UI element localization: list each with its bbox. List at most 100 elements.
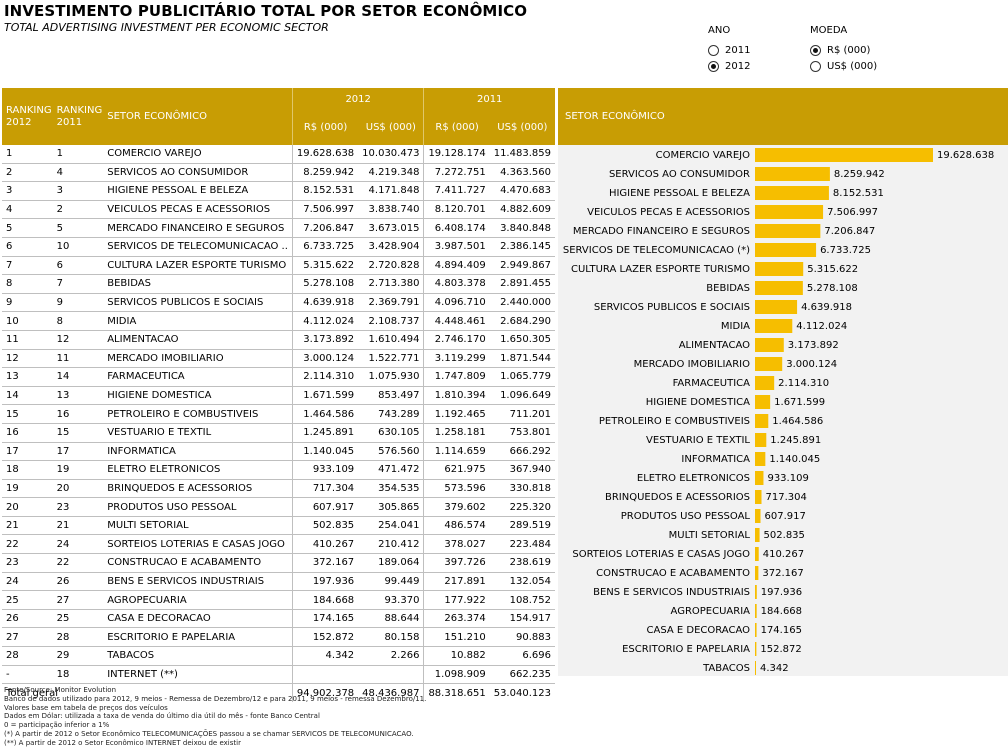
- usd-2011-cell: 223.484: [489, 534, 555, 555]
- table-row: 1 1 COMERCIO VAREJO 19.628.638 10.030.473 19.…: [2, 145, 555, 164]
- category-label: INFORMATICA: [681, 454, 750, 465]
- brl-2012-cell: 2.114.310: [291, 367, 359, 387]
- page-subtitle: TOTAL ADVERTISING INVESTMENT PER ECONOMI…: [4, 21, 329, 34]
- usd-2012-cell: 354.535: [358, 479, 424, 499]
- usd-2012-cell: 853.497: [358, 386, 424, 406]
- footnote-line: Valores base em tabela de preços dos veí…: [4, 703, 168, 712]
- sector-bar-chart: SETOR ECONÔMICO COMERCIO VAREJO 19.628.63…: [558, 88, 1008, 676]
- sector-cell: BENS E SERVICOS INDUSTRIAIS: [103, 572, 293, 592]
- usd-2012-cell: 210.412: [358, 534, 424, 555]
- sector-cell: SERVICOS DE TELECOMUNICACAO ..: [103, 237, 293, 257]
- year-option-2011[interactable]: 2011: [708, 42, 750, 58]
- usd-2012-cell: 88.644: [358, 609, 424, 629]
- year-option-label: 2012: [725, 60, 751, 72]
- category-label: BENS E SERVICOS INDUSTRIAIS: [593, 587, 750, 598]
- usd-2011-cell: 2.684.290: [489, 311, 555, 331]
- rank-2012-cell: 13: [2, 367, 53, 387]
- rank-2012-cell: 21: [2, 516, 53, 536]
- value-label: 2.114.310: [778, 378, 829, 389]
- sector-cell: VEICULOS PECAS E ACESSORIOS: [103, 200, 293, 220]
- table-row: 8 7 BEBIDAS 5.278.108 2.713.380 4.803.378 2.89…: [2, 274, 555, 294]
- total-value-cell: 53.040.123: [493, 687, 551, 699]
- bar: [755, 338, 784, 352]
- category-label: VEICULOS PECAS E ACESSORIOS: [587, 207, 750, 218]
- brl-2011-cell: 151.210: [423, 627, 490, 648]
- investment-table: RANKING 2012 RANKING 2011 SETOR ECONÔMIC…: [2, 88, 555, 702]
- category-label: ELETRO ELETRONICOS: [637, 473, 750, 484]
- bar: [755, 661, 756, 675]
- value-label: 4.342: [760, 663, 789, 674]
- footnotes: Fonte/Source: Monitor Evolution Banco de …: [4, 686, 426, 748]
- brl-2011-cell: 621.975: [423, 460, 490, 480]
- value-label: 1.245.891: [770, 435, 821, 446]
- sector-cell: AGROPECUARIA: [103, 590, 293, 610]
- bar: [755, 509, 761, 523]
- chart-header: SETOR ECONÔMICO: [558, 88, 1008, 145]
- usd-2012-cell: [358, 665, 424, 685]
- currency-option-label: US$ (000): [827, 60, 878, 72]
- footnote-line: 0 = participação inferior a 1%: [4, 721, 110, 730]
- bar: [755, 604, 757, 618]
- rank-2011-cell: 29: [52, 646, 104, 666]
- rank-2011-cell: 17: [52, 442, 104, 462]
- value-label: 174.165: [761, 625, 802, 636]
- usd-2011-cell: 4.470.683: [489, 181, 555, 201]
- brl-2012-cell: 197.936: [291, 572, 359, 592]
- rank-2012-cell: 3: [2, 181, 53, 201]
- total-label: Total geral: [6, 687, 59, 699]
- category-label: MULTI SETORIAL: [669, 530, 751, 541]
- brl-2012-cell: 1.671.599: [291, 386, 359, 406]
- usd-2012-cell: 1.610.494: [358, 330, 424, 350]
- usd-2011-cell: 2.949.867: [489, 256, 555, 276]
- usd-2011-cell: 6.696: [489, 646, 555, 666]
- usd-2012-cell: 2.266: [358, 646, 424, 666]
- brl-2011-cell: 1.192.465: [423, 404, 490, 424]
- rank-2011-cell: 20: [52, 479, 104, 499]
- brl-2012-cell: [291, 665, 359, 685]
- brl-2011-cell: 10.882: [423, 646, 490, 666]
- category-label: ESCRITORIO E PAPELARIA: [622, 644, 750, 655]
- usd-2012-cell: 189.064: [358, 553, 424, 573]
- footnote-line: Fonte/Source: Monitor Evolution: [4, 686, 117, 694]
- value-label: 5.278.108: [807, 283, 858, 294]
- value-label: 184.668: [761, 606, 802, 617]
- value-label: 607.917: [765, 511, 806, 522]
- rank-2011-cell: 23: [52, 497, 104, 517]
- rank-2012-cell: -: [2, 665, 53, 685]
- brl-2011-cell: 4.803.378: [423, 274, 490, 294]
- header-ranking-2012: RANKING 2012: [2, 88, 53, 145]
- year-option-2012[interactable]: 2012: [708, 58, 750, 74]
- bar: [755, 319, 793, 333]
- brl-2012-cell: 410.267: [291, 534, 359, 555]
- bar: [755, 205, 824, 219]
- sector-cell: FARMACEUTICA: [103, 367, 293, 387]
- table-row: 14 13 HIGIENE DOMESTICA 1.671.599 853.497 1.8…: [2, 386, 555, 406]
- rank-2011-cell: 25: [52, 609, 104, 629]
- usd-2012-cell: 305.865: [358, 497, 424, 517]
- rank-2012-cell: 27: [2, 627, 53, 648]
- brl-2011-cell: 379.602: [423, 497, 490, 517]
- bar: [755, 452, 766, 466]
- brl-2012-cell: 7.506.997: [291, 200, 359, 220]
- brl-2012-cell: 1.464.586: [291, 404, 359, 424]
- brl-2011-cell: 177.922: [423, 590, 490, 610]
- brl-2012-cell: 5.278.108: [291, 274, 359, 294]
- usd-2011-cell: 132.054: [489, 572, 555, 592]
- currency-option-usd[interactable]: US$ (000): [810, 58, 877, 74]
- rank-2012-cell: 26: [2, 609, 53, 629]
- table-row: 3 3 HIGIENE PESSOAL E BELEZA 8.152.531 4.171…: [2, 181, 555, 201]
- sector-cell: BRINQUEDOS E ACESSORIOS: [103, 479, 293, 499]
- value-label: 4.112.024: [796, 321, 847, 332]
- footnote-line: Banco de dados utilizado para 2012, 9 me…: [4, 694, 427, 703]
- sector-cell: CULTURA LAZER ESPORTE TURISMO: [103, 256, 293, 276]
- bar: [755, 243, 817, 257]
- usd-2012-cell: 576.560: [358, 442, 424, 462]
- table-row: 25 27 AGROPECUARIA 184.668 93.370 177.922 108.…: [2, 590, 555, 610]
- rank-2011-cell: 19: [52, 460, 104, 480]
- usd-2011-cell: 753.801: [489, 423, 555, 443]
- total-row: Total geral 94.902.378 48.436.987 88.318.65…: [2, 683, 555, 702]
- currency-option-label: R$ (000): [827, 44, 871, 56]
- brl-2012-cell: 152.872: [291, 627, 359, 648]
- usd-2012-cell: 743.289: [358, 404, 424, 424]
- currency-option-brl[interactable]: R$ (000): [810, 42, 877, 58]
